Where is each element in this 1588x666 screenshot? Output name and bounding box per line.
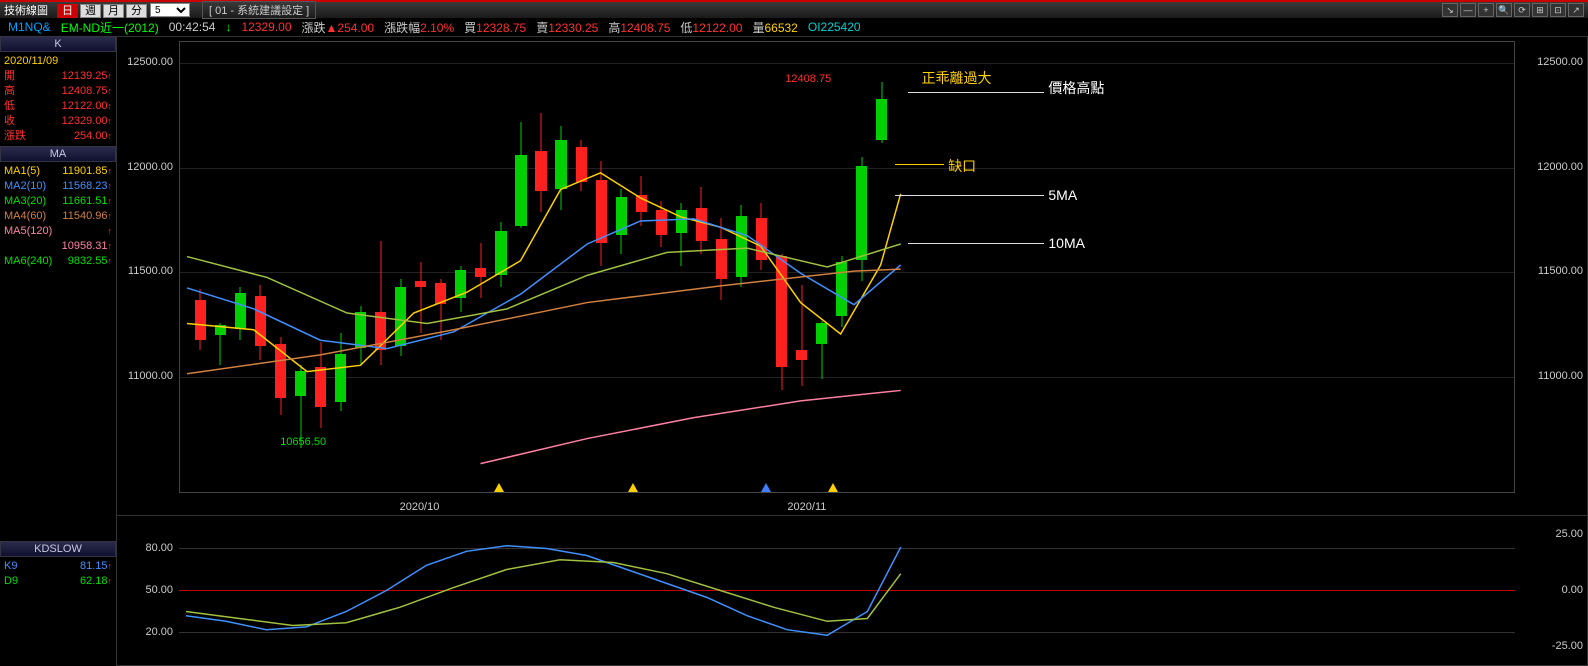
tool-icon-7[interactable]: ↗ bbox=[1568, 3, 1584, 17]
annotation: 缺口 bbox=[948, 156, 976, 176]
ask-value: 12330.25 bbox=[548, 21, 598, 35]
period-btn-週[interactable]: 週 bbox=[80, 4, 101, 18]
high-value: 12408.75 bbox=[620, 21, 670, 35]
period-btn-日[interactable]: 日 bbox=[57, 4, 78, 18]
bid-value: 12328.75 bbox=[476, 21, 526, 35]
low-value: 12122.00 bbox=[692, 21, 742, 35]
annotation: 正乖離過大 bbox=[921, 68, 991, 88]
symbol-1: M1NQ& bbox=[8, 20, 51, 34]
symbol-2: EM-ND近一(2012) bbox=[61, 19, 159, 36]
pct-value: 2.10% bbox=[420, 21, 454, 35]
main-chart[interactable]: 12500.0012000.0011500.0011000.00 正乖離過大價格… bbox=[116, 36, 1588, 516]
settings-dropdown[interactable]: [ 01 - 系統建議設定 ] bbox=[202, 1, 316, 19]
dir-arrow: ↓ bbox=[225, 20, 231, 34]
annotation: 10MA bbox=[1048, 235, 1085, 251]
quote-time: 00:42:54 bbox=[169, 20, 216, 34]
last-price: 12329.00 bbox=[241, 20, 291, 34]
marker-triangle bbox=[628, 483, 638, 492]
panel-kd-header: KDSLOW bbox=[0, 541, 116, 557]
tool-icon-6[interactable]: ⊡ bbox=[1550, 3, 1566, 17]
panel-k-header: K bbox=[0, 36, 116, 52]
tool-icon-0[interactable]: ↘ bbox=[1442, 3, 1458, 17]
marker-triangle bbox=[828, 483, 838, 492]
period-btn-月[interactable]: 月 bbox=[103, 4, 124, 18]
tool-icon-3[interactable]: 🔍 bbox=[1496, 3, 1512, 17]
marker-triangle bbox=[761, 483, 771, 492]
app-title: 技術線圖 bbox=[4, 2, 48, 18]
tool-icon-2[interactable]: + bbox=[1478, 3, 1494, 17]
left-panel: K 2020/11/09 開12139.25高12408.75低12122.00… bbox=[0, 36, 116, 666]
period-select[interactable]: 5 bbox=[150, 3, 190, 17]
toolbar: 技術線圖 日週月分 5 [ 01 - 系統建議設定 ] ↘—+🔍⟳⊞⊡↗ bbox=[0, 0, 1588, 18]
tool-icon-5[interactable]: ⊞ bbox=[1532, 3, 1548, 17]
kd-chart[interactable]: 80.0050.0020.00 25.000.00-25.00 bbox=[116, 516, 1588, 666]
tool-icon-4[interactable]: ⟳ bbox=[1514, 3, 1530, 17]
tool-icon-1[interactable]: — bbox=[1460, 3, 1476, 17]
k-date: 2020/11/09 bbox=[4, 54, 112, 69]
panel-ma-header: MA bbox=[0, 146, 116, 162]
annotation: 價格高點 bbox=[1048, 78, 1104, 98]
annotation: 5MA bbox=[1048, 187, 1077, 203]
period-btn-分[interactable]: 分 bbox=[126, 4, 147, 18]
quote-bar: M1NQ& EM-ND近一(2012) 00:42:54 ↓ 12329.00 … bbox=[0, 18, 1588, 36]
chg-value: ▲254.00 bbox=[326, 21, 375, 35]
marker-triangle bbox=[494, 483, 504, 492]
oi-value: 225420 bbox=[821, 20, 861, 34]
vol-value: 66532 bbox=[764, 21, 797, 35]
